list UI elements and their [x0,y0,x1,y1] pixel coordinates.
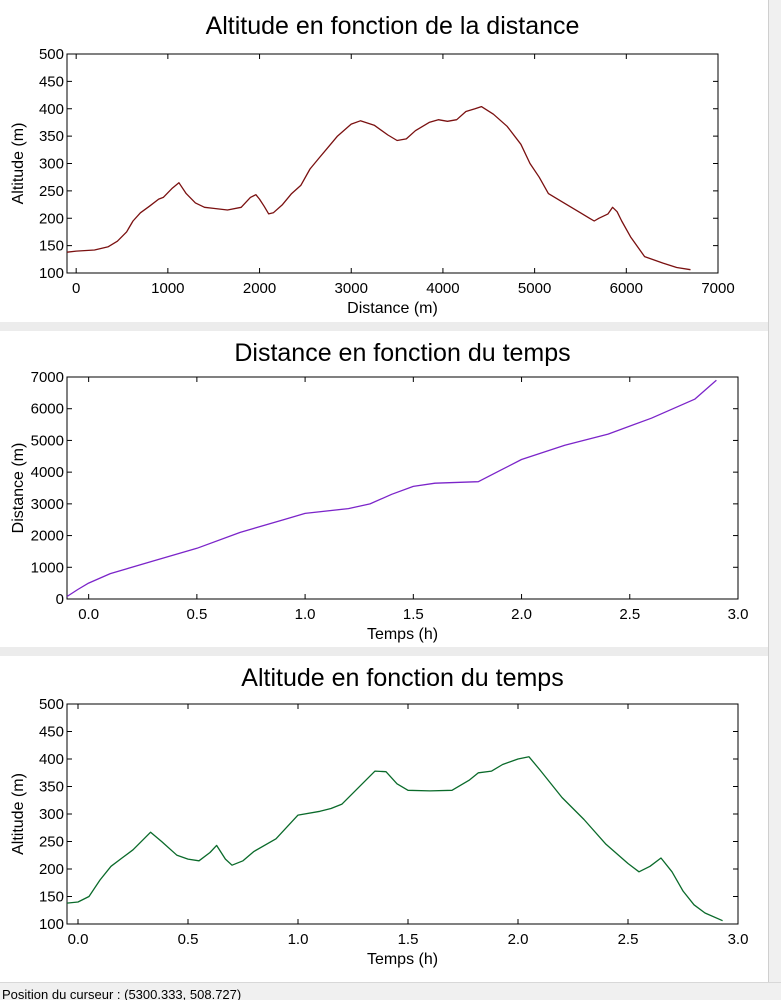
plot-frame [66,53,719,274]
x-tick-label: 0.0 [78,606,99,623]
x-tick-label: 3000 [335,280,368,297]
y-tick-label: 1000 [31,559,64,576]
y-tick-label: 150 [39,238,64,255]
y-tick-label: 200 [39,861,64,878]
x-axis-label: Distance (m) [347,300,438,317]
y-tick-label: 500 [39,46,64,63]
x-tick-label: 3.0 [728,606,749,623]
chart-panel-altitude-time[interactable]: Altitude en fonction du temps 0.0 0.5 1.0 1.… [3,656,768,974]
y-tick-label: 300 [39,806,64,823]
x-tick-label: 7000 [701,280,734,297]
series-line [66,379,717,598]
y-tick-label: 0 [56,591,64,608]
x-tick-label: 1.5 [398,931,419,948]
x-tick-label: 2.5 [619,606,640,623]
x-tick-label: 1.5 [403,606,424,623]
panel-divider [0,322,781,331]
x-axis-label: Temps (h) [367,951,438,968]
y-tick-label: 5000 [31,432,64,449]
y-tick-label: 3000 [31,496,64,513]
y-axis-label: Distance (m) [10,443,27,534]
status-bar: Position du curseur : (5300.333, 508.727… [0,982,781,1000]
y-tick-label: 250 [39,834,64,851]
x-tick-label: 1.0 [295,606,316,623]
chart-panel-distance-time[interactable]: Distance en fonction du temps 0.0 0.5 1.0 1.… [3,331,768,649]
series-line [66,756,723,922]
y-tick-label: 150 [39,889,64,906]
y-tick-label: 100 [39,265,64,282]
y-tick-label: 7000 [31,369,64,386]
chart-title: Distance en fonction du temps [234,339,570,367]
x-tick-label: 2000 [243,280,276,297]
x-tick-label: 5000 [518,280,551,297]
x-tick-label: 2.0 [508,931,529,948]
plot-frame [66,703,739,925]
chart-panel-altitude-distance[interactable]: Altitude en fonction de la distance 0 1000… [3,4,768,322]
chart-altitude-time: Altitude en fonction du temps 0.0 0.5 1.0 1.… [10,664,749,968]
x-tick-label: 1000 [151,280,184,297]
y-tick-label: 250 [39,183,64,200]
y-tick-label: 200 [39,210,64,227]
x-tick-label: 0 [72,280,80,297]
x-tick-label: 0.5 [186,606,207,623]
y-tick-label: 400 [39,751,64,768]
y-tick-label: 500 [39,696,64,713]
chart-altitude-distance: Altitude en fonction de la distance 0 1000… [10,12,735,317]
chart-title: Altitude en fonction de la distance [206,12,580,40]
chart-title: Altitude en fonction du temps [241,664,563,692]
x-tick-label: 0.0 [68,931,89,948]
x-tick-label: 3.0 [728,931,749,948]
window-right-edge [768,0,781,985]
x-tick-label: 0.5 [178,931,199,948]
x-tick-label: 4000 [426,280,459,297]
panel-divider [0,647,781,656]
chart-distance-time: Distance en fonction du temps 0.0 0.5 1.0 1.… [10,339,749,643]
y-tick-label: 450 [39,724,64,741]
y-axis-label: Altitude (m) [10,773,27,855]
x-tick-label: 2.5 [618,931,639,948]
y-tick-label: 400 [39,101,64,118]
x-tick-label: 6000 [610,280,643,297]
y-tick-label: 100 [39,916,64,933]
y-tick-label: 300 [39,156,64,173]
plot-frame [66,376,739,600]
y-tick-label: 350 [39,779,64,796]
x-axis-label: Temps (h) [367,626,438,643]
y-tick-label: 2000 [31,528,64,545]
y-axis-label: Altitude (m) [10,123,27,205]
x-tick-label: 1.0 [288,931,309,948]
y-tick-label: 350 [39,128,64,145]
cursor-position-text: Position du curseur : (5300.333, 508.727… [2,987,242,1000]
x-tick-label: 2.0 [511,606,532,623]
y-tick-label: 450 [39,73,64,90]
y-tick-label: 6000 [31,401,64,418]
y-tick-label: 4000 [31,464,64,481]
series-line [66,105,691,271]
